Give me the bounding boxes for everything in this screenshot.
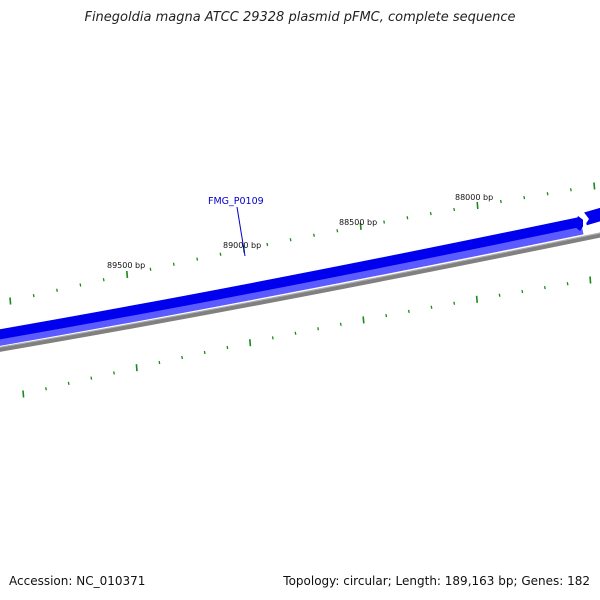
inner-ring-minor-tick [317, 327, 320, 331]
inner-ring-major-tick [22, 390, 25, 398]
inner-ring-major-tick [249, 339, 252, 347]
inner-ring-minor-tick [407, 309, 410, 314]
inner-ring-minor-tick [385, 313, 388, 318]
ruler-label-88000: 88000 bp [455, 193, 493, 202]
inner-ring-minor-tick [226, 345, 229, 350]
inner-ring-major-tick [135, 364, 138, 372]
plasmid-backbone-highlight [0, 232, 600, 348]
gene-label-FMG_P0109: FMG_P0109 [208, 196, 264, 207]
inner-ring-minor-tick [181, 355, 184, 360]
ruler-label-89000: 89000 bp [223, 241, 261, 250]
gene-label-leader [236, 206, 246, 257]
inner-ring-minor-tick [543, 285, 546, 290]
gene-feature-next-notch [583, 211, 589, 228]
outer-ring-minor-tick [149, 267, 152, 271]
outer-ring-minor-tick [429, 211, 432, 216]
plasmid-backbone [0, 232, 600, 352]
inner-ring-minor-tick [67, 381, 70, 386]
accession-text: Accession: NC_010371 [9, 574, 146, 588]
outer-ring-minor-tick [266, 242, 269, 247]
inner-ring-minor-tick [566, 282, 569, 286]
inner-ring-minor-tick [453, 301, 456, 305]
outer-ring-major-tick [9, 297, 12, 305]
outer-ring-minor-tick [569, 188, 572, 192]
outer-ring-minor-tick [79, 283, 82, 287]
outer-ring-major-tick [359, 222, 362, 230]
topology-summary: Topology: circular; Length: 189,163 bp; … [283, 574, 590, 588]
inner-ring-minor-tick [271, 336, 274, 340]
outer-ring-minor-tick [196, 257, 199, 261]
inner-ring-minor-tick [113, 371, 115, 375]
map-title: Finegoldia magna ATCC 29328 plasmid pFMC… [84, 10, 516, 25]
ruler-label-89500: 89500 bp [107, 261, 145, 270]
inner-tick-ring [22, 276, 592, 398]
outer-ring-minor-tick [172, 262, 175, 266]
inner-ring-major-tick [475, 295, 478, 303]
inner-ring-minor-tick [203, 350, 206, 355]
outer-ring-major-tick [126, 270, 129, 279]
outer-ring-minor-tick [383, 220, 386, 224]
outer-ring-minor-tick [102, 278, 105, 282]
outer-ring-minor-tick [546, 192, 549, 196]
outer-ring-minor-tick [499, 199, 502, 204]
inner-ring-minor-tick [90, 376, 93, 380]
inner-ring-major-tick [362, 316, 365, 324]
inner-ring-minor-tick [339, 322, 342, 326]
outer-ring-minor-tick [313, 233, 315, 237]
outer-ring-minor-tick [453, 207, 456, 212]
ruler-label-88500: 88500 bp [339, 218, 377, 227]
inner-ring-minor-tick [294, 331, 297, 335]
outer-ring-minor-tick [32, 293, 35, 298]
inner-ring-minor-tick [45, 387, 47, 391]
outer-ring-minor-tick [219, 252, 222, 256]
outer-ring-minor-tick [406, 216, 409, 220]
inner-ring-minor-tick [498, 293, 501, 297]
outer-ring-minor-tick [336, 229, 339, 233]
outer-ring-minor-tick [56, 288, 58, 292]
gene-feature-band [0, 217, 582, 340]
outer-ring-major-tick [476, 201, 479, 210]
inner-ring-major-tick [589, 276, 592, 284]
outer-ring-minor-tick [289, 238, 292, 242]
inner-ring-minor-tick [521, 289, 524, 294]
outer-ring-minor-tick [523, 195, 526, 200]
inner-ring-minor-tick [430, 305, 433, 309]
inner-ring-minor-tick [158, 360, 161, 365]
outer-ring-major-tick [593, 182, 596, 190]
